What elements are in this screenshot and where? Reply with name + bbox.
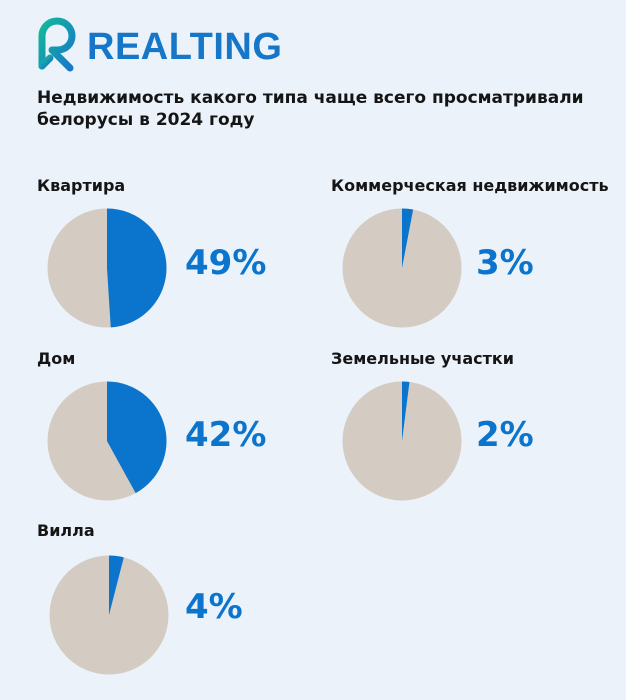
item-label: Земельные участки: [331, 349, 514, 368]
brand-logo: REALTING: [36, 16, 282, 72]
item-label: Вилла: [37, 521, 95, 540]
chart-title: Недвижимость какого типа чаще всего прос…: [37, 88, 584, 130]
item-percent: 3%: [476, 243, 534, 283]
pie-highlight-slice: [107, 381, 167, 494]
pie-highlight-slice: [402, 381, 410, 441]
item-label: Коммерческая недвижимость: [331, 176, 609, 195]
item-percent: 49%: [185, 243, 267, 283]
item-label: Квартира: [37, 176, 126, 195]
pie-chart: [47, 208, 167, 328]
realting-r-logo-icon: [38, 17, 76, 72]
item-percent: 42%: [185, 415, 267, 455]
pie-chart: [342, 208, 462, 328]
item-percent: 4%: [185, 587, 243, 627]
item-percent: 2%: [476, 415, 534, 455]
pie-chart: [49, 555, 169, 675]
pie-highlight-slice: [107, 208, 167, 328]
pie-chart: [342, 381, 462, 501]
pie-chart: [47, 381, 167, 501]
brand-name: REALTING: [87, 26, 283, 68]
item-label: Дом: [37, 349, 76, 368]
pie-highlight-slice: [402, 208, 414, 268]
pie-highlight-slice: [109, 555, 124, 615]
